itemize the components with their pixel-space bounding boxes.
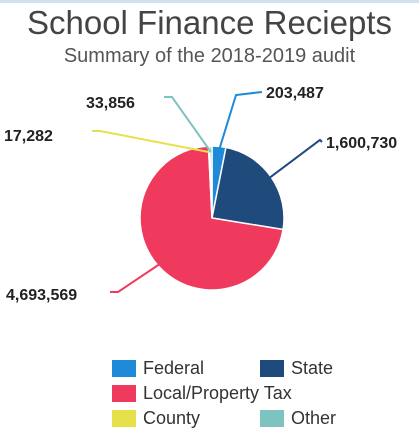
legend-swatch-federal (112, 359, 136, 377)
chart-subtitle: Summary of the 2018-2019 audit (63, 45, 356, 67)
pie-slice-state (211, 146, 285, 231)
pie-slice-other (208, 145, 213, 219)
leader-line-state (265, 138, 323, 182)
legend-item-other: Other (260, 407, 336, 429)
data-label-state: 1,600,730 (326, 135, 397, 152)
leader-line-other (164, 96, 212, 153)
chart-legend: Federal State Local/Property Tax County … (112, 357, 412, 431)
data-label-federal: 203,487 (266, 85, 324, 102)
legend-item-state: State (260, 357, 333, 379)
leader-line-local-property-tax (110, 261, 164, 293)
chart-title: School Finance Reciepts (26, 4, 393, 41)
legend-label-local-property-tax: Local/Property Tax (143, 382, 292, 403)
legend-label-county: County (143, 407, 201, 428)
legend-item-local-property-tax: Local/Property Tax (112, 382, 292, 404)
legend-label-other: Other (291, 407, 337, 428)
data-label-county: 17,282 (4, 128, 53, 145)
legend-label-state: State (291, 357, 334, 378)
legend-label-federal: Federal (143, 357, 205, 378)
legend-item-county: County (112, 407, 200, 429)
top-rule (0, 0, 419, 3)
legend-item-federal: Federal (112, 357, 204, 379)
data-label-other: 33,856 (86, 95, 135, 112)
data-label-local-property-tax: 4,693,569 (6, 287, 77, 304)
legend-swatch-county (112, 409, 136, 427)
legend-swatch-local-property-tax (112, 384, 136, 402)
pie-chart: 203,487 1,600,730 4,693,569 17,282 33,856 (4, 85, 397, 304)
leader-line-county (92, 130, 210, 154)
leader-line-federal (217, 91, 263, 153)
legend-swatch-state (260, 359, 284, 377)
legend-swatch-other (260, 409, 284, 427)
